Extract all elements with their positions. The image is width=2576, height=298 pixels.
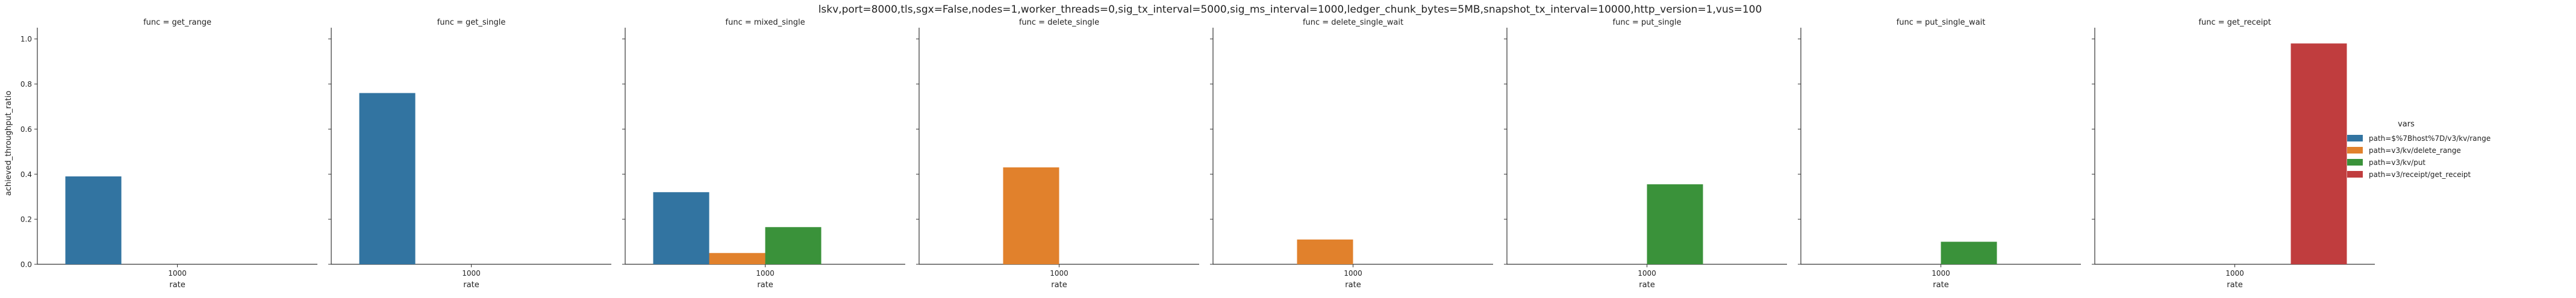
x-axis-label: rate <box>1639 281 1654 290</box>
legend-item: path=$%7Bhost%7D/v3/kv/range <box>2347 134 2490 143</box>
y-tick-label: 0.4 <box>20 170 32 179</box>
facet-panel: func = get_range 0.0 0.2 0.4 0.6 0.8 1.0 1000 ra… <box>20 18 317 290</box>
panel-title: func = get_single <box>437 18 506 27</box>
bar <box>359 93 416 265</box>
legend-swatch <box>2347 159 2363 166</box>
legend-title: vars <box>2398 120 2415 129</box>
facet-panel: func = get_receipt 1000 rate <box>2092 18 2375 290</box>
legend-item: path=v3/receipt/get_receipt <box>2347 170 2471 179</box>
facet-panel: func = delete_single_wait 1000 rate <box>1210 18 1493 290</box>
legend-label: path=v3/receipt/get_receipt <box>2369 170 2471 179</box>
legend-item: path=v3/kv/put <box>2347 158 2425 167</box>
facet-panel: func = mixed_single 1000 rate <box>622 18 905 290</box>
x-tick-label: 1000 <box>1050 269 1068 278</box>
x-tick-label: 1000 <box>462 269 481 278</box>
legend-item: path=v3/kv/delete_range <box>2347 146 2461 155</box>
x-axis-label: rate <box>757 281 773 290</box>
bar <box>1941 241 1997 264</box>
chart-suptitle: lskv,port=8000,tls,sgx=False,nodes=1,wor… <box>819 4 1762 16</box>
legend: vars path=$%7Bhost%7D/v3/kv/range path=v3… <box>2347 120 2490 179</box>
panel-title: func = delete_single_wait <box>1303 18 1403 27</box>
x-tick-label: 1000 <box>756 269 775 278</box>
panel-title: func = mixed_single <box>725 18 805 27</box>
facet-panel: func = put_single_wait 1000 rate <box>1798 18 2081 290</box>
x-tick-label: 1000 <box>1638 269 1656 278</box>
y-tick-label: 0.8 <box>20 80 32 88</box>
facet-panel: func = put_single 1000 rate <box>1504 18 1787 290</box>
bar <box>65 176 122 264</box>
y-tick-label: 0.0 <box>20 261 32 269</box>
bar <box>653 192 709 264</box>
panel-title: func = put_single <box>1613 18 1682 27</box>
y-tick-label: 0.2 <box>20 216 32 224</box>
x-axis-label: rate <box>463 281 479 290</box>
facet-panel: func = get_single 1000 rate <box>328 18 611 290</box>
bar <box>1297 239 1353 264</box>
x-tick-label: 1000 <box>1932 269 1950 278</box>
legend-swatch <box>2347 171 2363 178</box>
facet-panel: func = delete_single 1000 rate <box>916 18 1199 290</box>
y-axis-label: achieved_throughput_ratio <box>4 91 13 196</box>
x-tick-label: 1000 <box>1344 269 1362 278</box>
x-axis-label: rate <box>2227 281 2242 290</box>
legend-label: path=v3/kv/delete_range <box>2369 146 2461 155</box>
facet-panels: func = get_range 0.0 0.2 0.4 0.6 0.8 1.0 1000 ra… <box>20 18 2375 290</box>
bar <box>2291 43 2347 264</box>
x-axis-label: rate <box>1933 281 1948 290</box>
legend-swatch <box>2347 135 2363 141</box>
panel-title: func = put_single_wait <box>1897 18 1986 27</box>
panel-title: func = get_receipt <box>2198 18 2271 27</box>
bar <box>709 253 766 264</box>
x-tick-label: 1000 <box>168 269 187 278</box>
x-axis-label: rate <box>1051 281 1067 290</box>
panel-title: func = get_range <box>143 18 211 27</box>
x-tick-label: 1000 <box>2225 269 2244 278</box>
bar <box>765 227 822 264</box>
legend-swatch <box>2347 147 2363 154</box>
bar <box>1647 184 1703 264</box>
y-tick-label: 1.0 <box>20 35 32 43</box>
bar <box>1003 167 1059 264</box>
legend-label: path=$%7Bhost%7D/v3/kv/range <box>2369 134 2490 143</box>
x-axis-label: rate <box>1345 281 1361 290</box>
panel-title: func = delete_single <box>1019 18 1099 27</box>
legend-items: path=$%7Bhost%7D/v3/kv/range path=v3/kv/d… <box>2347 134 2490 179</box>
legend-label: path=v3/kv/put <box>2369 158 2425 167</box>
y-tick-label: 0.6 <box>20 125 32 134</box>
x-axis-label: rate <box>169 281 185 290</box>
